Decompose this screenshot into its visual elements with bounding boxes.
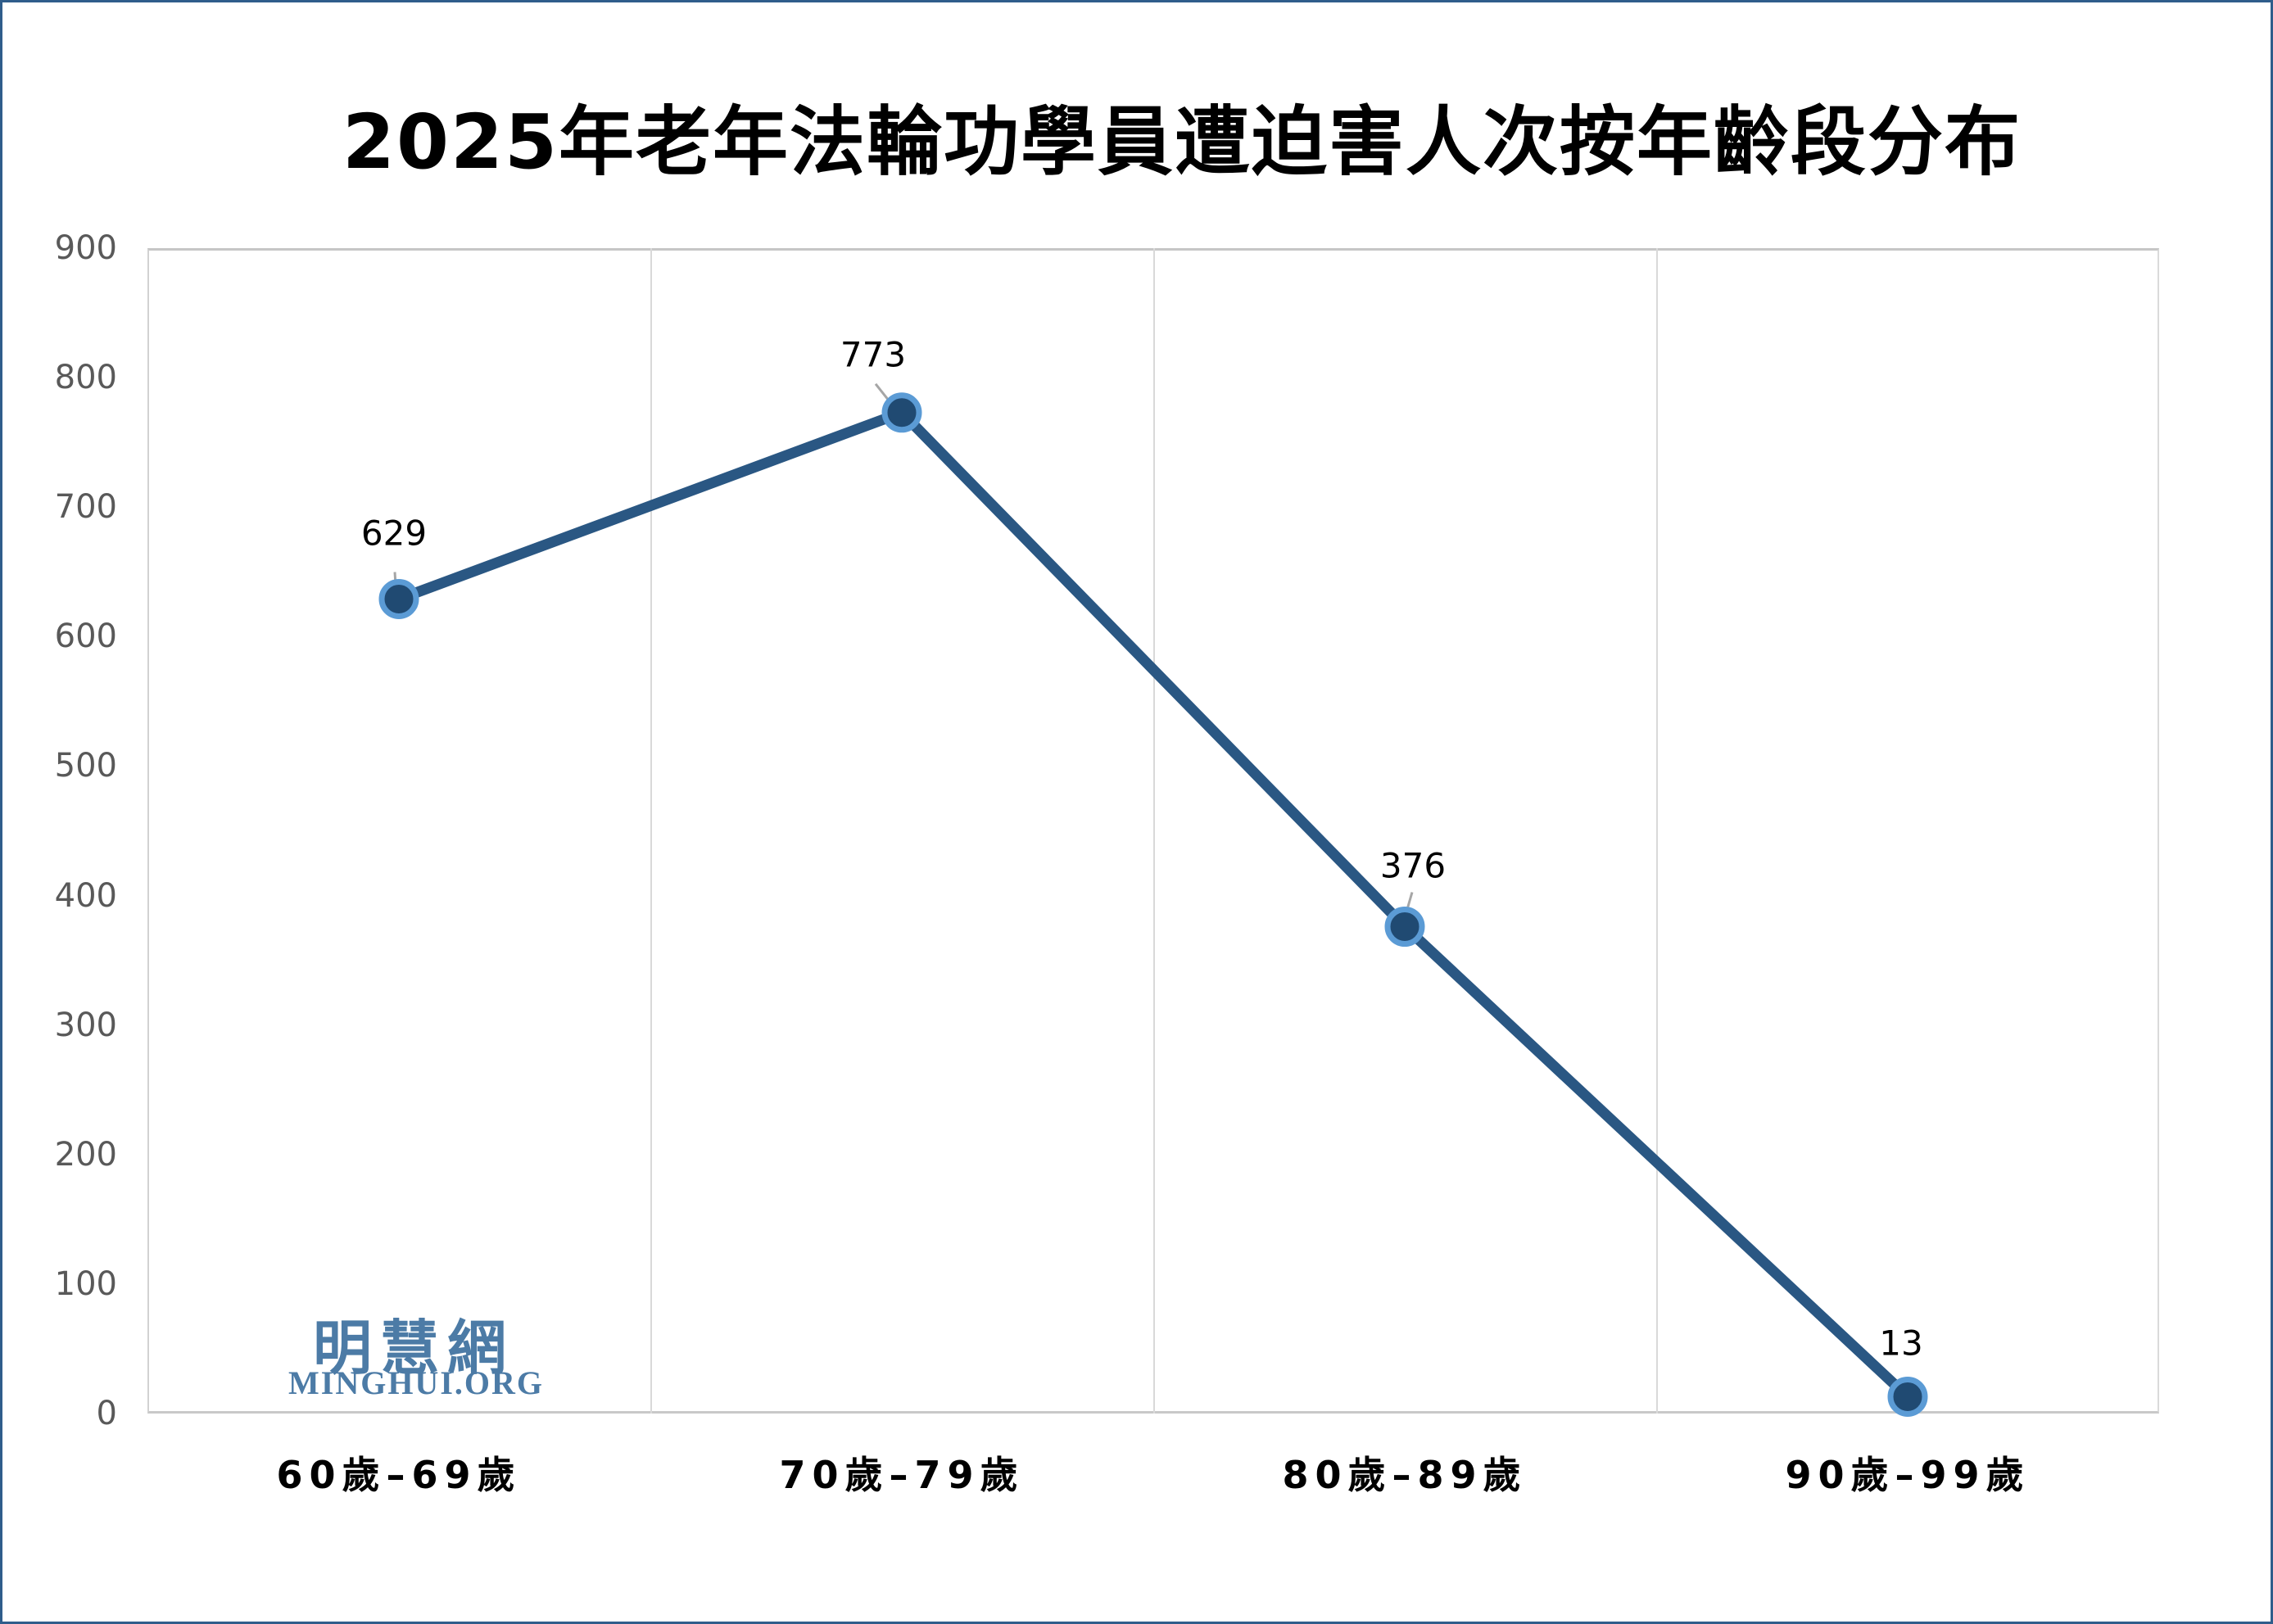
vertical-gridline xyxy=(1153,248,1155,1414)
y-axis-tick-label: 500 xyxy=(54,747,117,785)
y-axis-tick-label: 300 xyxy=(54,1006,117,1044)
y-axis-tick-label: 0 xyxy=(96,1395,117,1432)
vertical-gridline xyxy=(1656,248,1658,1414)
data-point-value-label: 13 xyxy=(1879,1323,1923,1364)
chart-title: 2025年老年法輪功學員遭迫害人次按年齡段分布 xyxy=(342,98,2022,186)
watermark-chinese: 明慧網 xyxy=(312,1314,515,1382)
data-point-value-label: 376 xyxy=(1379,845,1447,885)
data-point-value-label: 773 xyxy=(840,334,907,375)
data-point-marker xyxy=(1887,1376,1928,1417)
data-point-value-label: 629 xyxy=(360,513,428,554)
y-axis-tick-label: 200 xyxy=(54,1135,117,1174)
data-point-marker xyxy=(378,578,419,619)
vertical-gridline xyxy=(650,248,652,1414)
y-axis-tick-label: 900 xyxy=(54,229,117,267)
x-axis-category-label: 70歲–79歲 xyxy=(779,1453,1025,1497)
line-series-path xyxy=(396,407,1912,1401)
x-axis-category-label: 90歲–99歲 xyxy=(1785,1453,2031,1497)
y-axis-tick-label: 600 xyxy=(54,617,117,656)
x-axis-category-label: 80歲–89歲 xyxy=(1282,1453,1528,1497)
x-axis-category-label: 60歲–69歲 xyxy=(276,1453,522,1497)
y-axis-tick-label: 400 xyxy=(54,876,117,915)
watermark-url: MINGHUI.ORG xyxy=(288,1364,544,1401)
y-axis-tick-label: 700 xyxy=(54,488,117,527)
data-point-marker xyxy=(1384,907,1425,948)
data-point-marker xyxy=(881,392,922,433)
y-axis-tick-label: 100 xyxy=(54,1264,117,1303)
y-axis-tick-label: 800 xyxy=(54,359,117,397)
